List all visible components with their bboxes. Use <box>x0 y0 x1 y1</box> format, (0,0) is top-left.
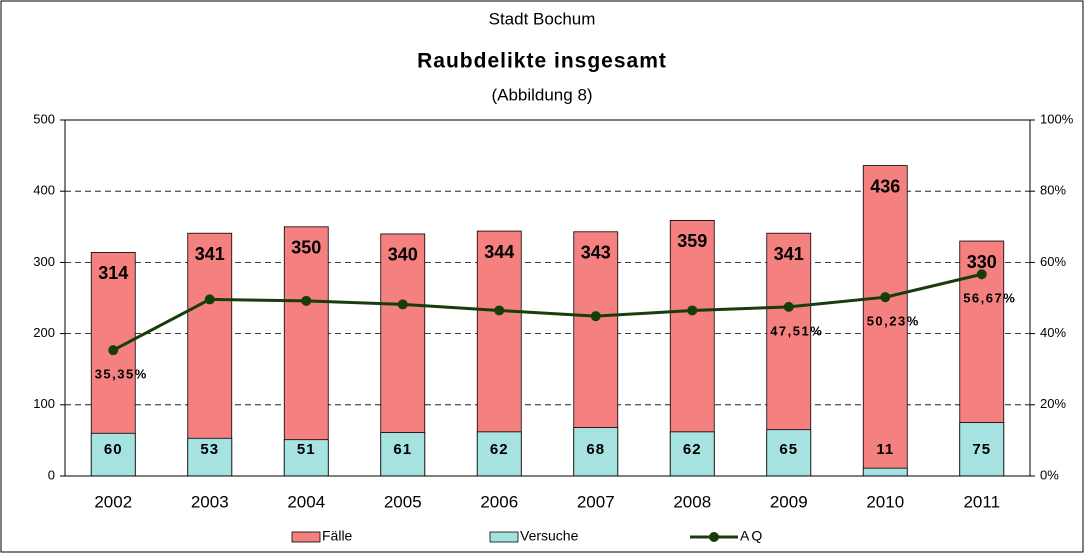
data-label: 61 <box>393 441 412 458</box>
y-tick-label: 300 <box>33 254 55 269</box>
legend-marker <box>709 532 719 542</box>
data-label: 330 <box>967 252 997 272</box>
marker <box>976 269 987 280</box>
bar <box>669 431 715 477</box>
bar <box>90 432 136 477</box>
data-label: 53 <box>200 441 219 458</box>
data-label: 343 <box>581 243 611 263</box>
data-label: 51 <box>297 441 316 458</box>
bar <box>283 226 329 477</box>
data-label: 62 <box>683 441 702 458</box>
chart-title: Raubdelikte insgesamt <box>417 50 667 73</box>
bar <box>959 422 1005 477</box>
plot-area <box>64 119 1031 477</box>
marker <box>590 311 601 322</box>
data-label: 62 <box>490 441 509 458</box>
data-label: 11 <box>876 441 894 458</box>
data-label: 56,67% <box>963 291 1016 306</box>
data-label: 314 <box>98 263 128 283</box>
x-tick-label: 2010 <box>866 492 904 511</box>
x-tick-label: 2005 <box>384 492 422 511</box>
x-tick-label: 2011 <box>963 492 1000 511</box>
data-label: 65 <box>779 441 798 458</box>
data-label: 35,35% <box>95 367 148 382</box>
bar <box>573 427 619 477</box>
marker <box>687 305 698 316</box>
y2-tick-label: 20% <box>1040 396 1066 411</box>
y-tick-label: 200 <box>33 325 55 340</box>
marker <box>494 305 505 316</box>
y2-tick-label: 40% <box>1040 325 1066 340</box>
chart-subtitle: (Abbildung 8) <box>491 85 592 104</box>
bar <box>862 467 908 477</box>
data-label: 47,51% <box>770 323 823 338</box>
marker <box>397 299 408 310</box>
data-label: 436 <box>870 176 900 196</box>
marker <box>783 301 794 312</box>
x-tick-label: 2004 <box>287 492 325 511</box>
y2-tick-label: 80% <box>1040 183 1066 198</box>
x-tick-label: 2002 <box>94 492 132 511</box>
marker <box>108 345 119 356</box>
x-tick-label: 2007 <box>577 492 615 511</box>
marker <box>880 292 891 303</box>
data-label: 340 <box>388 245 418 265</box>
bar <box>476 431 522 477</box>
data-label: 359 <box>677 231 707 251</box>
data-label: 50,23% <box>867 314 920 329</box>
legend-label: Fälle <box>322 528 353 544</box>
line <box>112 272 983 352</box>
data-label: 341 <box>195 244 225 264</box>
x-tick-label: 2009 <box>770 492 808 511</box>
y-tick-label: 400 <box>33 183 55 198</box>
data-label: 75 <box>972 441 991 458</box>
data-label: 350 <box>291 238 321 258</box>
data-label: 60 <box>104 441 123 458</box>
bar <box>187 437 233 477</box>
x-tick-label: 2003 <box>191 492 229 511</box>
bar <box>283 439 329 477</box>
legend-label: Versuche <box>520 528 579 544</box>
data-label: 68 <box>586 441 605 458</box>
bar <box>380 432 426 477</box>
y-tick-label: 100 <box>33 396 55 411</box>
y-tick-label: 500 <box>33 111 55 126</box>
data-label: 341 <box>774 244 804 264</box>
x-tick-label: 2006 <box>480 492 518 511</box>
legend-label: AQ <box>740 528 764 544</box>
x-tick-label: 2008 <box>673 492 711 511</box>
legend-swatch <box>489 531 519 543</box>
data-label: 344 <box>484 242 514 262</box>
y2-tick-label: 60% <box>1040 254 1066 269</box>
y2-tick-label: 100% <box>1040 111 1074 126</box>
marker <box>204 294 215 305</box>
chart-supertitle: Stadt Bochum <box>489 9 596 28</box>
y-tick-label: 0 <box>48 467 55 482</box>
marker <box>301 295 312 306</box>
y2-tick-label: 0% <box>1040 467 1059 482</box>
legend-swatch <box>291 531 321 543</box>
bar <box>766 429 812 477</box>
